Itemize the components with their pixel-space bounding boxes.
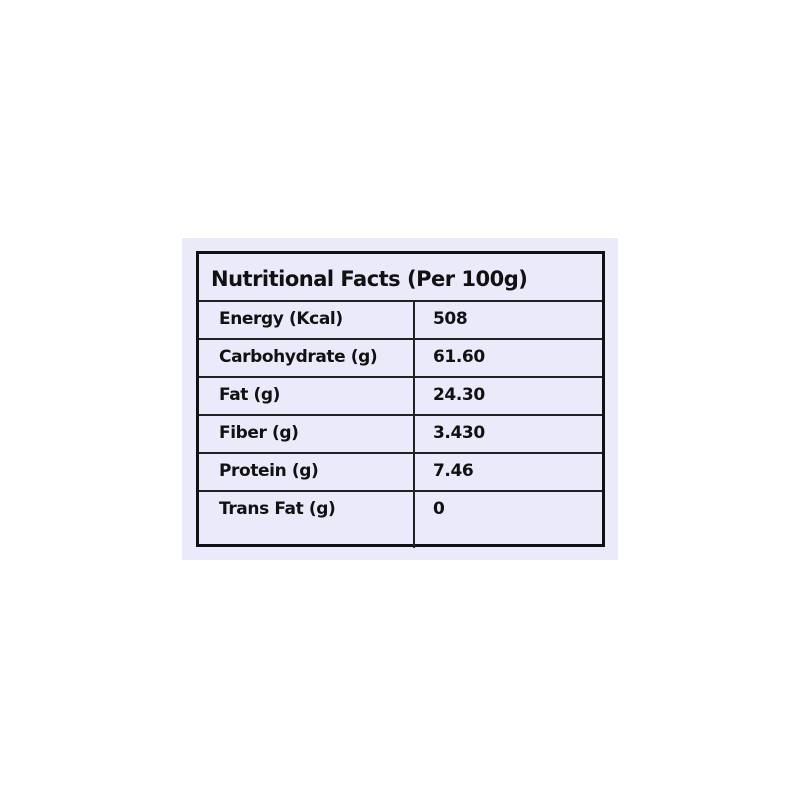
nutrient-value: 3.430	[433, 423, 485, 443]
table-title: Nutritional Facts (Per 100g)	[199, 254, 602, 302]
table-row: Carbohydrate (g) 61.60	[199, 340, 602, 378]
nutrition-panel	[182, 238, 618, 560]
nutrient-label: Fiber (g)	[199, 416, 415, 452]
table-row: Protein (g) 7.46	[199, 454, 602, 492]
table-row: Fiber (g) 3.430	[199, 416, 602, 454]
table-row: Energy (Kcal) 508	[199, 302, 602, 340]
nutrient-label: Protein (g)	[199, 454, 415, 490]
nutrient-label: Carbohydrate (g)	[199, 340, 415, 376]
nutrient-label: Trans Fat (g)	[199, 492, 415, 548]
nutrition-facts-table: Nutritional Facts (Per 100g) Energy (Kca…	[196, 251, 605, 548]
table-row: Trans Fat (g) 0	[199, 492, 602, 548]
nutrient-value: 61.60	[433, 347, 485, 367]
nutrient-value: 24.30	[433, 385, 485, 405]
nutrient-label: Fat (g)	[199, 378, 415, 414]
nutrient-value: 7.46	[433, 461, 474, 481]
nutrient-label: Energy (Kcal)	[199, 302, 415, 338]
nutrient-value: 0	[433, 499, 445, 519]
table-row: Fat (g) 24.30	[199, 378, 602, 416]
nutrient-value: 508	[433, 309, 468, 329]
